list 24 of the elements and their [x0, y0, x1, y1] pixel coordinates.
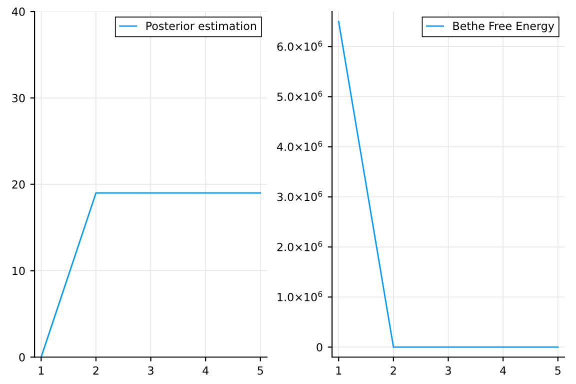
x-tick-label: 5 [258, 366, 263, 375]
y-tick-label: 5.0×10$^{6}$ [277, 90, 322, 101]
x-tick-label: 4 [202, 366, 208, 375]
y-tick-label: 20 [12, 180, 25, 189]
x-tick-label: 1 [336, 366, 342, 375]
legend-label: Posterior estimation [146, 22, 256, 30]
x-tick-label: 5 [555, 366, 560, 375]
x-tick-label: 4 [500, 366, 506, 375]
y-tick-label: 2.0×10$^{6}$ [277, 241, 322, 252]
y-tick-label: 10 [12, 266, 25, 276]
x-tick-label: 2 [93, 366, 98, 375]
x-tick-label: 3 [148, 366, 154, 375]
y-tick-label: 0 [19, 353, 25, 362]
y-tick-label: 40 [12, 7, 25, 16]
y-tick-label: 6.0×10$^{6}$ [277, 40, 322, 51]
y-tick-label: 30 [12, 94, 25, 102]
y-tick-label: 0 [316, 343, 322, 352]
y-tick-label: 4.0×10$^{6}$ [277, 140, 322, 152]
y-tick-label: 3.0×10$^{6}$ [277, 190, 322, 202]
legend-label: Bethe Free Energy [453, 22, 554, 32]
x-tick-label: 3 [446, 366, 451, 375]
y-tick-label: 1.0×10$^{6}$ [278, 291, 322, 302]
x-tick-label: 1 [38, 366, 44, 375]
x-tick-label: 2 [390, 366, 396, 375]
